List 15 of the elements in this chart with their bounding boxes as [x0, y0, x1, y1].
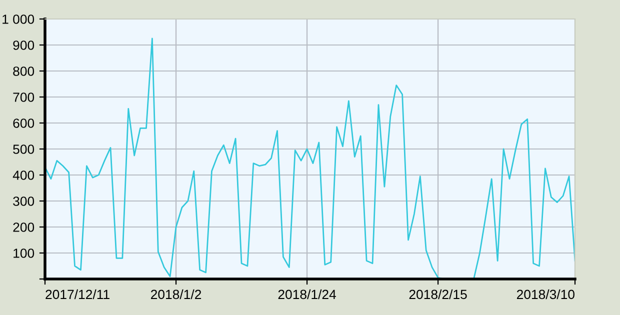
x-tick-label: 2017/12/11: [46, 289, 110, 300]
y-tick-label: 200: [13, 222, 34, 232]
y-tick-label: 100: [14, 248, 34, 258]
y-tick-label: 400: [12, 170, 34, 180]
x-tick-label: 2018/3/10: [516, 289, 574, 300]
y-tick-label: 700: [13, 92, 34, 102]
y-tick-label: 900: [13, 40, 34, 50]
y-tick-label: 1 000: [2, 14, 34, 24]
y-tick-label: 300: [13, 196, 34, 206]
y-tick-label: 800: [13, 66, 34, 76]
x-tick-label: 2018/2/15: [409, 289, 467, 300]
y-tick-label: 500: [13, 144, 34, 154]
y-tick-label: 600: [13, 118, 34, 128]
x-tick-label: 2018/1/24: [278, 289, 336, 300]
x-tick-label: 2018/1/2: [150, 289, 202, 300]
